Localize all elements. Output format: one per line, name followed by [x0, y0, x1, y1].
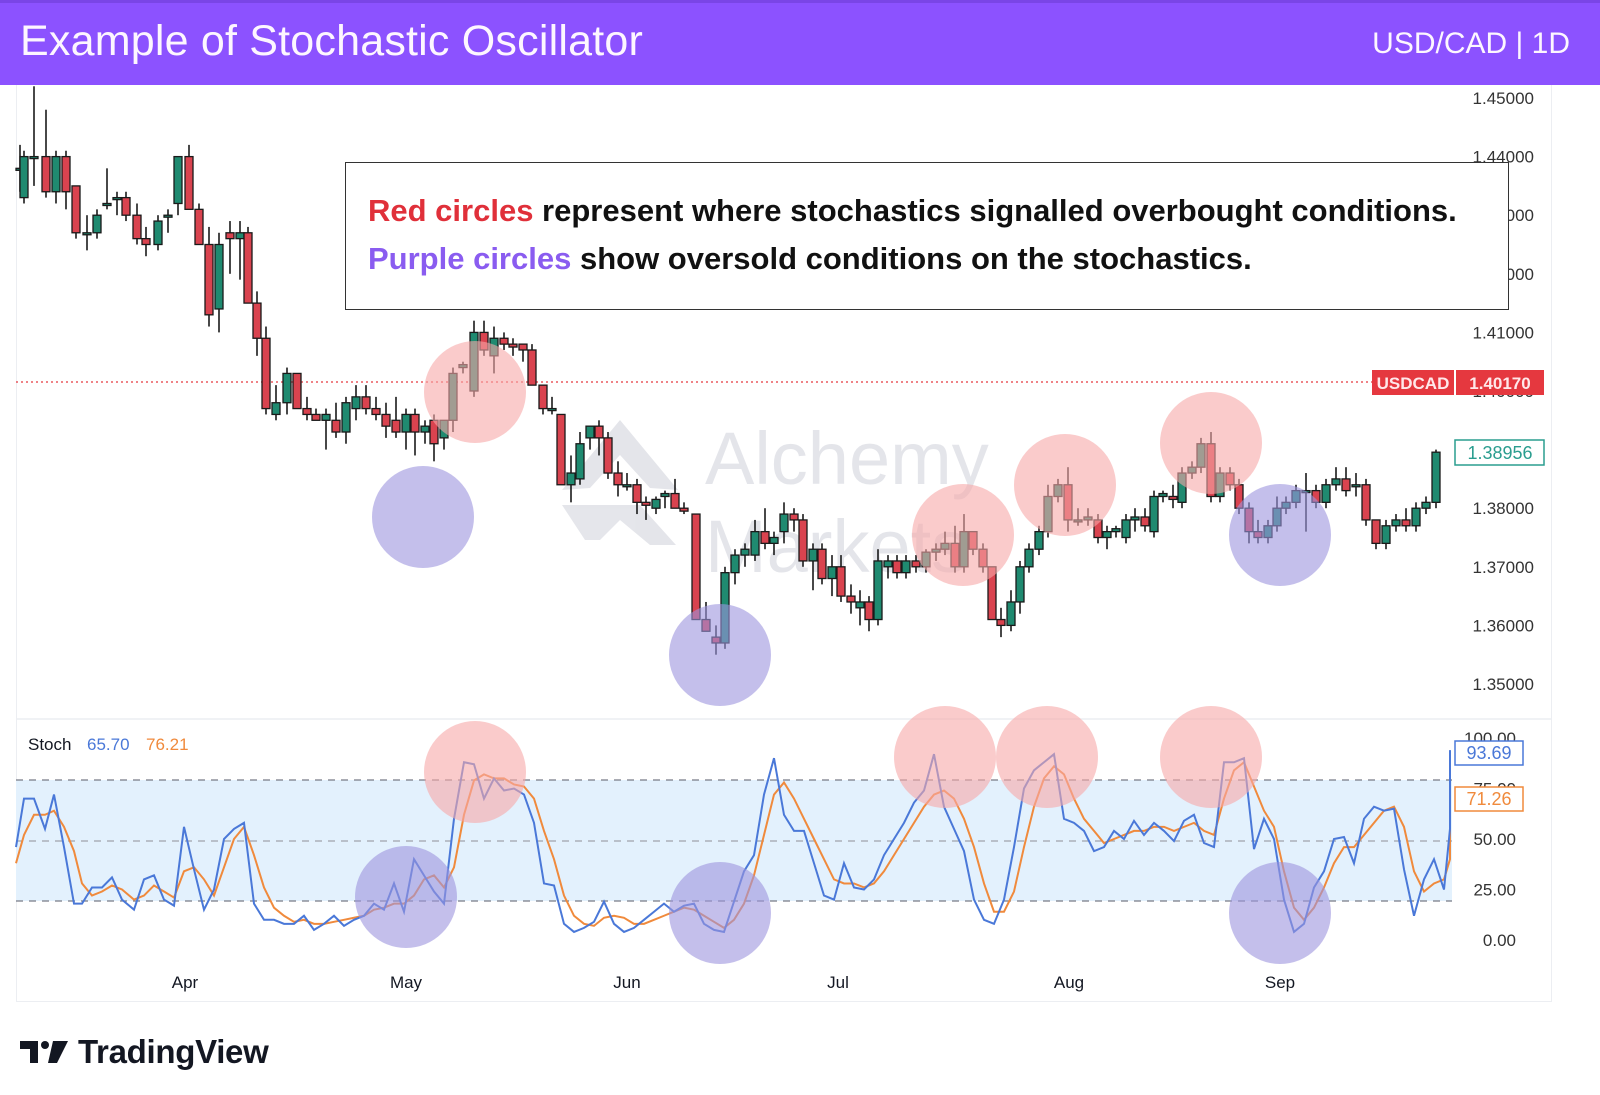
- overbought-circle: [424, 341, 526, 443]
- price-axis-label: 1.36000: [1473, 616, 1534, 635]
- oversold-circle: [372, 466, 474, 568]
- price-axis-label: 1.35000: [1473, 675, 1534, 694]
- stoch-d-value: 76.21: [146, 735, 189, 754]
- oversold-circle: [355, 846, 457, 948]
- watermark-line1: Alchemy: [705, 417, 989, 500]
- stoch-axis-label: 0.00: [1483, 931, 1516, 950]
- overbought-circle: [424, 721, 526, 823]
- time-axis-label: Apr: [172, 973, 199, 992]
- time-axis-label: Aug: [1054, 973, 1084, 992]
- oversold-circle: [1229, 484, 1331, 586]
- time-axis-label: Jun: [613, 973, 640, 992]
- annotation-line-1: Red circles represent where stochastics …: [368, 193, 1457, 229]
- red-circles-label: Red circles: [368, 193, 534, 228]
- symbol-price-badge: USDCAD 1.40170: [1372, 370, 1544, 395]
- alchemy-logo-icon: [562, 420, 678, 545]
- stoch-k-value: 65.70: [87, 735, 130, 754]
- current-price-text: 1.38956: [1467, 443, 1532, 463]
- annotation-line-2: Purple circles show oversold conditions …: [368, 241, 1252, 277]
- overbought-circle: [894, 706, 996, 808]
- price-axis-label: 1.37000: [1473, 558, 1534, 577]
- tradingview-logo-icon: [20, 1041, 68, 1063]
- overbought-circle: [996, 706, 1098, 808]
- stoch-axis-label: 50.00: [1473, 830, 1516, 849]
- overbought-circle: [1014, 434, 1116, 536]
- overbought-circle: [1160, 392, 1262, 494]
- stoch-k-badge: 93.69: [1454, 740, 1524, 766]
- stoch-legend[interactable]: Stoch 65.70 76.21: [28, 735, 189, 754]
- annotation-line-1-text: represent where stochastics signalled ov…: [533, 193, 1457, 228]
- current-price-badge: 1.38956: [1454, 439, 1545, 466]
- k-badge-text: 93.69: [1466, 743, 1511, 763]
- stoch-d-badge: 71.26: [1454, 786, 1524, 812]
- chart-frame: [16, 85, 1552, 1002]
- oversold-circle: [1229, 862, 1331, 964]
- title-banner: Example of Stochastic Oscillator USD/CAD…: [0, 0, 1600, 85]
- price-axis-label: 1.41000: [1473, 323, 1534, 342]
- overbought-circle: [1160, 706, 1262, 808]
- price-signal-circles: [372, 341, 1331, 706]
- symbol-badge-text: USDCAD: [1377, 374, 1450, 393]
- page-title: Example of Stochastic Oscillator: [20, 17, 643, 65]
- purple-circles-label: Purple circles: [368, 241, 572, 276]
- price-axis-label: 1.44000: [1473, 148, 1534, 167]
- d-badge-text: 71.26: [1466, 789, 1511, 809]
- last-price-badge-text: 1.40170: [1469, 374, 1530, 393]
- symbol-timeframe: USD/CAD | 1D: [1372, 27, 1570, 60]
- stoch-signal-circles: [355, 706, 1331, 964]
- annotation-line-2-text: show oversold conditions on the stochast…: [571, 241, 1252, 276]
- overbought-circle: [912, 484, 1014, 586]
- annotation-box: Red circles represent where stochastics …: [345, 162, 1509, 310]
- time-axis-label: Sep: [1265, 973, 1295, 992]
- tradingview-brand: TradingView: [78, 1033, 269, 1070]
- stoch-label: Stoch: [28, 735, 71, 754]
- oversold-circle: [669, 604, 771, 706]
- time-axis-label: Jul: [827, 973, 849, 992]
- oversold-circle: [669, 862, 771, 964]
- tradingview-logo[interactable]: TradingView: [20, 1033, 269, 1071]
- stoch-axis-label: 25.00: [1473, 881, 1516, 900]
- time-axis: Apr May Jun Jul Aug Sep: [172, 973, 1295, 992]
- price-axis-label: 1.45000: [1473, 89, 1534, 108]
- price-axis-label: 1.38000: [1473, 499, 1534, 518]
- time-axis-label: May: [390, 973, 423, 992]
